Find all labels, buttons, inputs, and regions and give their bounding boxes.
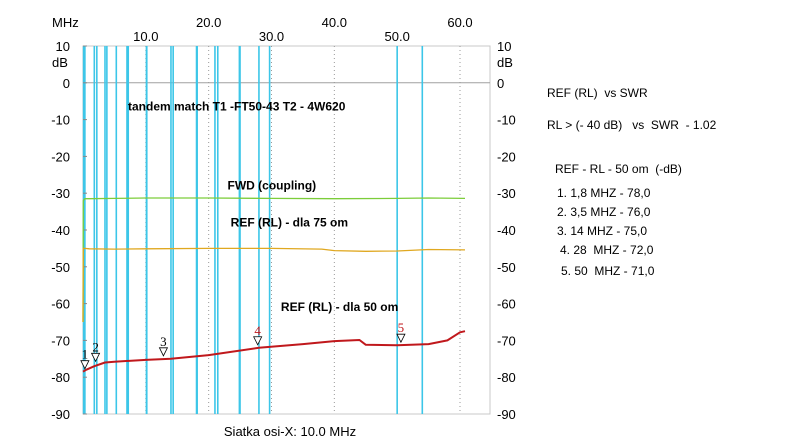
y-tick-label-left: -70 bbox=[51, 333, 70, 348]
notes-item: 2. 3,5 MHZ - 76,0 bbox=[557, 205, 651, 219]
series-label: FWD (coupling) bbox=[228, 179, 317, 193]
marker-label: 3 bbox=[160, 334, 167, 349]
series-label: REF (RL) - dla 75 om bbox=[231, 215, 348, 229]
y-tick-label-right: -10 bbox=[497, 113, 516, 128]
y-tick-label-right: -90 bbox=[497, 407, 516, 422]
marker-label: 5 bbox=[398, 320, 405, 335]
notes-item: 3. 14 MHZ - 75,0 bbox=[557, 224, 648, 238]
x-tick-label: 50.0 bbox=[385, 29, 410, 44]
notes-line-3: REF - RL - 50 om (-dB) bbox=[555, 162, 682, 176]
y-tick-label-right: 0 bbox=[497, 76, 504, 91]
y-tick-label-left: 10 bbox=[56, 39, 70, 54]
y-unit-label-left: dB bbox=[52, 55, 68, 70]
y-unit-label-right: dB bbox=[497, 55, 513, 70]
trace-line bbox=[82, 330, 466, 373]
markers: 1 2 3 4 5 bbox=[80, 320, 406, 370]
y-tick-label-left: -80 bbox=[51, 370, 70, 385]
chart-title: tandem match T1 -FT50-43 T2 - 4W620 bbox=[128, 99, 346, 113]
marker-triangle bbox=[80, 360, 90, 370]
x-tick-label: 30.0 bbox=[259, 29, 284, 44]
marker-triangle bbox=[90, 352, 101, 363]
y-tick-label-right: -30 bbox=[497, 186, 516, 201]
notes-item: 1. 1,8 MHZ - 78,0 bbox=[557, 186, 651, 200]
x-tick-label: 10.0 bbox=[133, 29, 158, 44]
y-tick-label-left: -30 bbox=[51, 186, 70, 201]
y-tick-label-left: 0 bbox=[63, 76, 70, 91]
x-tick-label: 40.0 bbox=[322, 15, 347, 30]
marker-label: 4 bbox=[254, 323, 261, 338]
y-tick-label-left: -10 bbox=[51, 113, 70, 128]
marker-triangle bbox=[253, 336, 263, 346]
notes-item: 5. 50 MHZ - 71,0 bbox=[561, 264, 655, 278]
y-tick-label-right: 10 bbox=[497, 39, 511, 54]
x-tick-label: 60.0 bbox=[447, 15, 472, 30]
marker-label: 1 bbox=[82, 347, 89, 362]
y-tick-label-left: -60 bbox=[51, 297, 70, 312]
marker-triangle bbox=[158, 347, 169, 357]
y-tick-label-right: -20 bbox=[497, 149, 516, 164]
notes-line-1: REF (RL) vs SWR bbox=[547, 86, 648, 100]
y-tick-label-left: -50 bbox=[51, 260, 70, 275]
y-tick-label-left: -20 bbox=[51, 149, 70, 164]
trace-line bbox=[82, 197, 466, 323]
y-tick-label-left: -40 bbox=[51, 223, 70, 238]
marker-triangle bbox=[396, 333, 406, 344]
series-label: REF (RL) - dla 50 om bbox=[281, 300, 398, 314]
x-axis-label: Siatka osi-X: 10.0 MHz bbox=[224, 424, 356, 439]
annotations: tandem match T1 -FT50-43 T2 - 4W620 FWD (… bbox=[128, 99, 398, 314]
marker-label: 2 bbox=[92, 339, 99, 354]
y-tick-label-right: -40 bbox=[497, 223, 516, 238]
y-tick-label-right: -80 bbox=[497, 370, 516, 385]
y-tick-label-right: -60 bbox=[497, 297, 516, 312]
x-unit-label: MHz bbox=[52, 15, 79, 30]
traces bbox=[82, 197, 466, 373]
y-tick-label-right: -50 bbox=[497, 260, 516, 275]
trace-line bbox=[82, 247, 466, 323]
notes-line-2: RL > (- 40 dB) vs SWR - 1.02 bbox=[547, 118, 717, 132]
x-tick-label: 20.0 bbox=[196, 15, 221, 30]
axes: 10 10 0 0 -10 -10 -20 -20 -30 -30 -40 -40 -50 -50 -60 -… bbox=[51, 15, 516, 439]
band-markers bbox=[82, 46, 424, 414]
notes-item: 4. 28 MHZ - 72,0 bbox=[560, 243, 654, 257]
y-tick-label-left: -90 bbox=[51, 407, 70, 422]
y-tick-label-right: -70 bbox=[497, 333, 516, 348]
